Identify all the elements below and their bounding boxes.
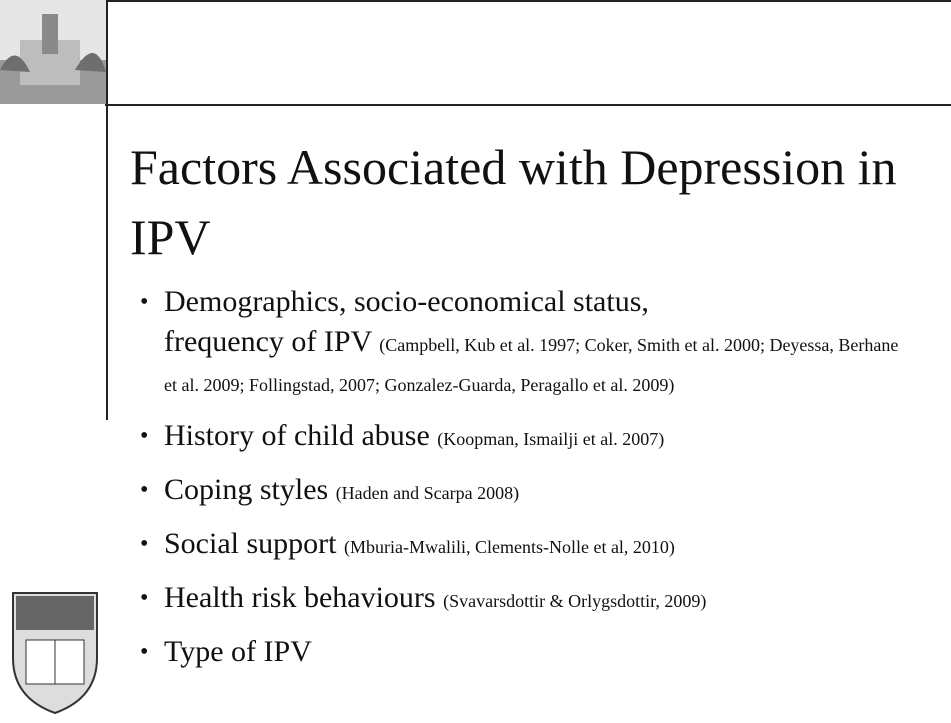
reference: (Koopman, Ismailji et al. 2007) <box>437 429 665 449</box>
bullet-list: Demographics, socio-economical status, fr… <box>140 282 910 686</box>
reference: (Haden and Scarpa 2008) <box>335 483 520 503</box>
bullet-text: Health risk behaviours <box>164 581 436 614</box>
side-rule <box>106 0 108 420</box>
bullet: Demographics, socio-economical status, fr… <box>140 282 910 402</box>
reference: (Svavarsdottir & Orlygsdottir, 2009) <box>443 591 707 611</box>
bullet-text: History of child abuse <box>164 419 430 452</box>
bullet: Health risk behaviours (Svavarsdottir & … <box>140 578 910 618</box>
header-rule <box>105 104 951 106</box>
bullet-text: Demographics, socio-economical status, <box>164 285 649 318</box>
building-photo <box>0 0 106 104</box>
top-border <box>0 0 951 2</box>
reference: (Campbell, Kub et al. 1997; Coker, Smith… <box>164 335 899 395</box>
bullet: Coping styles (Haden and Scarpa 2008) <box>140 470 910 510</box>
bullet: Type of IPV <box>140 632 910 672</box>
slide-title: Factors Associated with Depression in IP… <box>130 139 897 265</box>
university-crest <box>12 592 98 715</box>
bullet-text: Social support <box>164 527 337 560</box>
bullet-text: frequency of IPV <box>164 325 372 358</box>
bullet: Social support (Mburia-Mwalili, Clements… <box>140 524 910 564</box>
bullet-text: Coping styles <box>164 473 329 506</box>
bullet-text: Type of IPV <box>164 635 312 668</box>
bullet: History of child abuse (Koopman, Ismailj… <box>140 416 910 456</box>
reference: (Mburia-Mwalili, Clements-Nolle et al, 2… <box>344 537 675 557</box>
